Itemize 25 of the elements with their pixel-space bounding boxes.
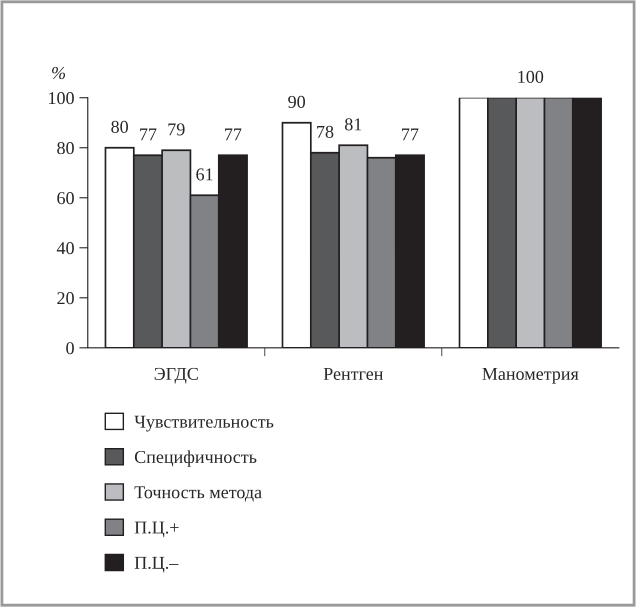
data-label: 80 [111, 120, 128, 133]
data-label: 61 [196, 168, 213, 180]
legend-label: Чувствительность [134, 416, 274, 432]
data-label: 81 [344, 118, 362, 130]
y-tick-label: 20 [57, 292, 74, 304]
y-tick-label: 0 [66, 342, 74, 354]
x-tick-label: Рентген [324, 368, 383, 380]
y-tick-label: 100 [49, 92, 74, 104]
data-label: 100 [518, 70, 544, 83]
x-tick-label: Манометрия [482, 368, 578, 384]
data-label: 77 [225, 128, 242, 140]
y-tick-label: 80 [57, 142, 74, 154]
data-label: 77 [402, 128, 418, 140]
legend-label: П.Ц.+ [134, 522, 179, 538]
data-label: 78 [317, 126, 334, 138]
data-label: 77 [140, 128, 156, 140]
data-label: 90 [288, 96, 305, 108]
y-tick-label: 60 [57, 192, 74, 204]
y-axis-title: % [52, 66, 66, 80]
data-label: 79 [168, 123, 185, 136]
legend-label: Точность метода [134, 486, 262, 502]
y-tick-label: 40 [56, 242, 74, 254]
x-tick-label: ЭГДС [154, 368, 198, 384]
legend-label: П.Ц.– [134, 556, 178, 573]
legend-label: Специфичность [134, 450, 256, 467]
